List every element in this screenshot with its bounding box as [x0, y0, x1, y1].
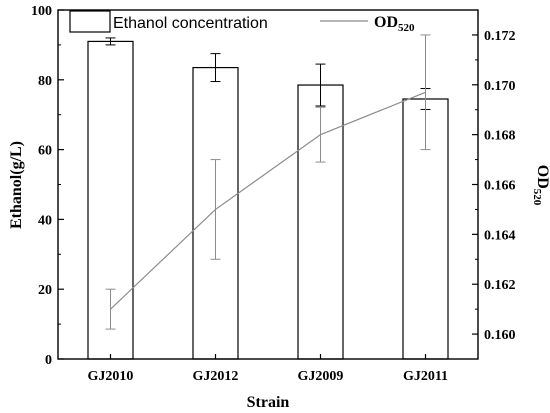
legend-label-od-sub: 520 — [398, 22, 415, 34]
y2-tick-label-0.160: 0.160 — [484, 328, 516, 343]
y2-tick-label-0.168: 0.168 — [484, 129, 516, 144]
y-tick-label-80: 80 — [38, 74, 52, 89]
legend: Ethanol concentration OD520 — [69, 10, 415, 34]
x-axis: GJ2010 GJ2012 GJ2009 GJ2011 — [88, 354, 448, 384]
y2-axis-title: OD520 — [531, 165, 550, 206]
y2-tick-label-0.172: 0.172 — [484, 29, 516, 44]
x-tick-label-gj2010: GJ2010 — [88, 369, 134, 384]
y-tick-label-0: 0 — [45, 353, 52, 368]
bar-errorbars-layer — [105, 37, 431, 110]
y-axis-title: Ethanol(g/L) — [8, 141, 25, 229]
y-tick-label-20: 20 — [38, 283, 52, 298]
y-tick-label-100: 100 — [31, 4, 52, 19]
x-tick-label-gj2012: GJ2012 — [193, 369, 239, 384]
legend-label-ethanol: Ethanol concentration — [113, 15, 268, 32]
y-tick-label-60: 60 — [38, 144, 52, 159]
legend-swatch-ethanol — [69, 10, 111, 33]
y2-tick-label-0.166: 0.166 — [484, 179, 516, 194]
y2-tick-label-0.162: 0.162 — [484, 278, 516, 293]
bars-layer — [87, 40, 449, 360]
y2-tick-label-0.164: 0.164 — [484, 228, 516, 243]
left-axis: 0 20 40 60 80 100 — [31, 4, 64, 368]
x-tick-label-gj2009: GJ2009 — [298, 369, 344, 384]
y2-axis-title-sub: 520 — [531, 189, 543, 206]
y2-tick-label-0.170: 0.170 — [484, 79, 516, 94]
line-layer — [110, 91, 426, 310]
x-axis-title: Strain — [247, 394, 290, 411]
od520-line — [110, 91, 426, 310]
x-tick-label-gj2011: GJ2011 — [403, 369, 448, 384]
legend-label-od: OD520 — [374, 14, 415, 34]
line-errorbars-layer — [105, 34, 431, 330]
y2-axis-title-main: OD — [534, 165, 550, 189]
right-axis: 0.160 0.162 0.164 0.166 0.168 0.170 0.172 — [472, 29, 516, 360]
y-tick-label-40: 40 — [38, 213, 52, 228]
legend-label-od-main: OD — [374, 14, 398, 31]
